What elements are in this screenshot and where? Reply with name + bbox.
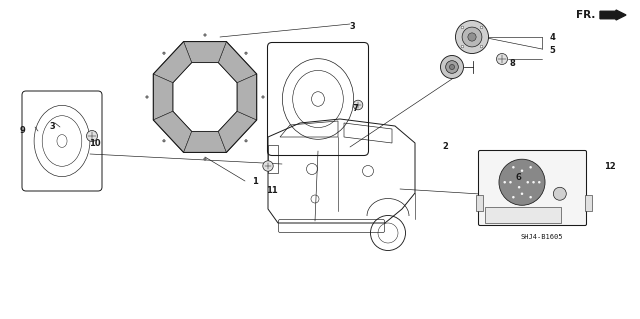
Circle shape: [468, 33, 476, 41]
Bar: [485, 207, 561, 223]
Circle shape: [512, 196, 515, 198]
Circle shape: [262, 96, 264, 98]
Text: FR.: FR.: [575, 10, 595, 20]
Circle shape: [163, 140, 165, 142]
Circle shape: [497, 54, 508, 64]
Circle shape: [204, 34, 206, 36]
FancyArrow shape: [600, 10, 626, 20]
Circle shape: [504, 181, 506, 183]
Polygon shape: [184, 41, 227, 63]
Text: 8: 8: [509, 60, 515, 69]
Text: 2: 2: [442, 143, 448, 152]
Polygon shape: [218, 41, 257, 83]
Circle shape: [461, 45, 464, 48]
Circle shape: [499, 159, 545, 205]
Circle shape: [518, 186, 520, 189]
Circle shape: [512, 166, 515, 168]
Circle shape: [263, 161, 273, 171]
Text: 1: 1: [252, 176, 258, 186]
Circle shape: [461, 26, 464, 29]
Text: 10: 10: [89, 139, 101, 149]
Circle shape: [146, 96, 148, 98]
Circle shape: [353, 100, 363, 110]
Circle shape: [456, 20, 488, 54]
Circle shape: [462, 27, 482, 47]
Polygon shape: [237, 74, 257, 120]
Circle shape: [518, 176, 520, 179]
Text: 3: 3: [349, 23, 355, 32]
Circle shape: [163, 52, 165, 54]
Text: 12: 12: [604, 162, 616, 172]
Circle shape: [532, 181, 535, 183]
Polygon shape: [153, 74, 173, 120]
Circle shape: [245, 140, 247, 142]
Text: 4: 4: [549, 33, 555, 41]
Text: 9: 9: [19, 127, 25, 136]
Text: 7: 7: [352, 105, 358, 114]
Text: SHJ4-B1605: SHJ4-B1605: [521, 234, 563, 240]
Polygon shape: [153, 111, 192, 152]
Circle shape: [529, 196, 532, 198]
Bar: [268, 145, 278, 173]
Polygon shape: [184, 131, 227, 152]
Polygon shape: [153, 41, 192, 83]
Circle shape: [521, 169, 524, 172]
Bar: [585, 195, 592, 211]
Text: 3: 3: [49, 122, 55, 131]
Bar: [476, 195, 483, 211]
Circle shape: [521, 192, 524, 195]
Circle shape: [509, 181, 512, 183]
Circle shape: [445, 61, 458, 73]
Circle shape: [527, 181, 529, 183]
Circle shape: [538, 181, 541, 183]
Circle shape: [86, 130, 97, 142]
Text: 6: 6: [515, 173, 521, 182]
FancyBboxPatch shape: [479, 151, 586, 226]
Circle shape: [449, 64, 454, 70]
Circle shape: [245, 52, 247, 54]
Polygon shape: [218, 111, 257, 152]
Circle shape: [440, 56, 463, 78]
Circle shape: [480, 26, 483, 29]
Circle shape: [480, 45, 483, 48]
Circle shape: [554, 187, 566, 200]
Text: 5: 5: [549, 47, 555, 56]
Circle shape: [204, 158, 206, 160]
Text: 11: 11: [266, 187, 278, 196]
Circle shape: [529, 166, 532, 168]
